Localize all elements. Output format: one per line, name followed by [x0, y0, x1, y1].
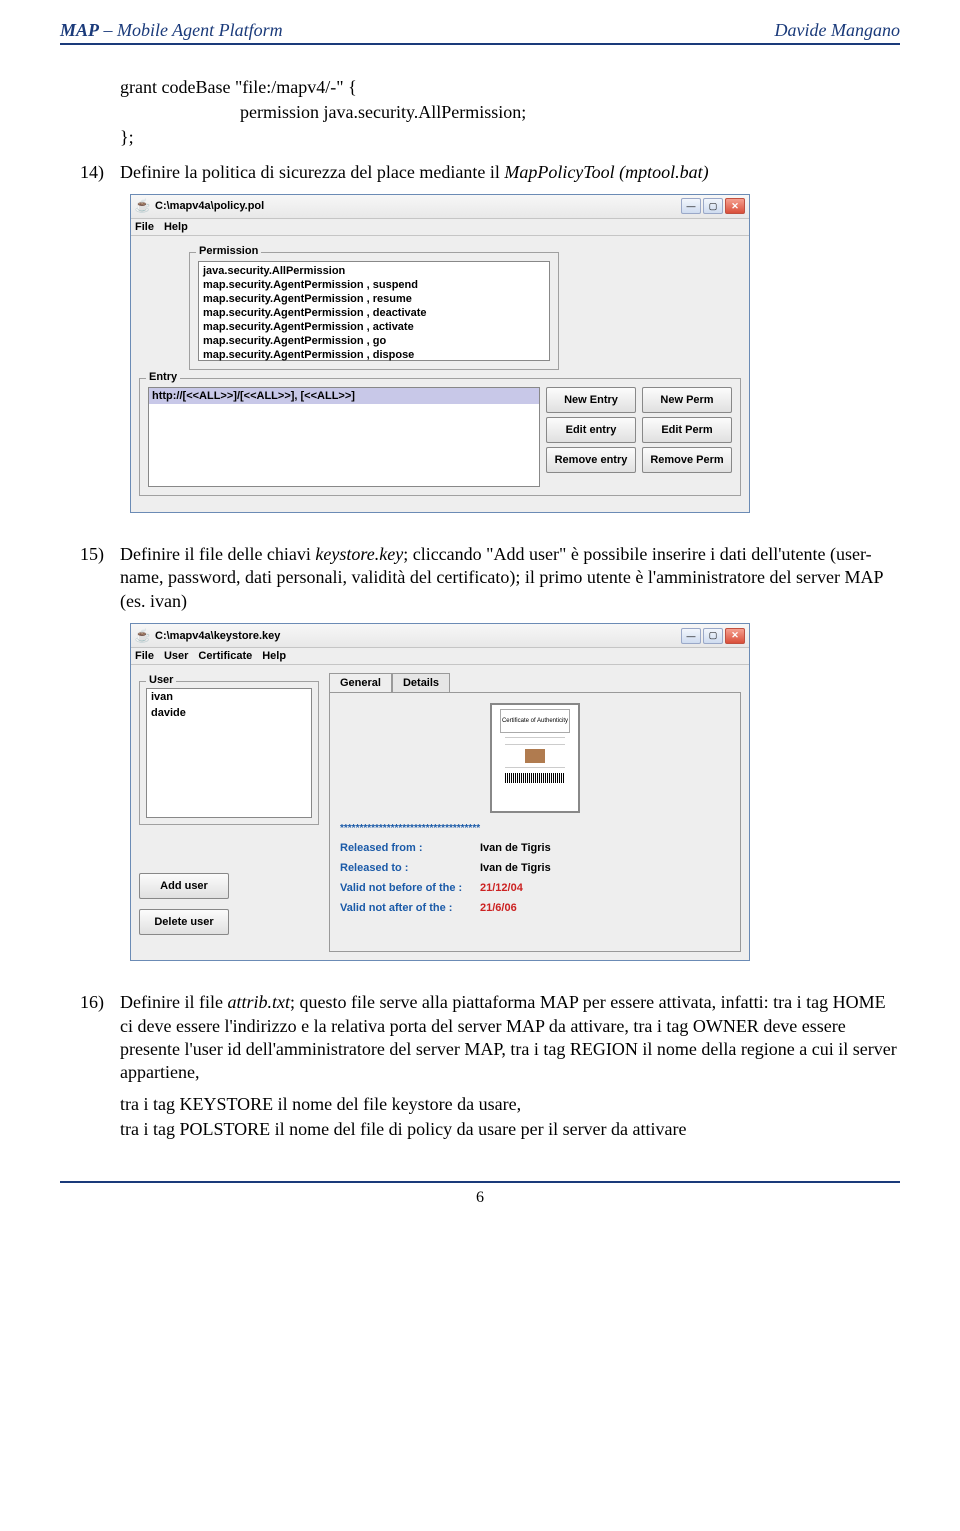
window-controls: — ▢ ✕ [681, 198, 745, 214]
new-entry-button[interactable]: New Entry [546, 387, 636, 413]
keystore-window: ☕ C:\mapv4a\keystore.key — ▢ ✕ File User… [130, 623, 750, 961]
tab-general[interactable]: General [329, 673, 392, 692]
permission-row[interactable]: map.security.AgentPermission , suspend [201, 278, 547, 292]
entry-row[interactable]: http://[<<ALL>>]/[<<ALL>>], [<<ALL>>] [149, 388, 539, 404]
window-body: Permission java.security.AllPermission m… [131, 236, 749, 512]
info-value: 21/6/06 [480, 902, 517, 914]
info-value: Ivan de Tigris [480, 842, 551, 854]
code-line: }; [120, 125, 900, 150]
item-16: 16) Definire il file attrib.txt; questo … [80, 991, 900, 1085]
delete-user-button[interactable]: Delete user [139, 909, 229, 935]
permission-fieldset: Permission java.security.AllPermission m… [189, 252, 559, 370]
menu-certificate[interactable]: Certificate [198, 650, 252, 662]
maximize-button[interactable]: ▢ [703, 628, 723, 644]
barcode-icon [505, 773, 565, 783]
window-controls: — ▢ ✕ [681, 628, 745, 644]
info-row: Valid not after of the : 21/6/06 [340, 902, 730, 914]
user-label: User [146, 674, 176, 686]
window-titlebar: ☕ C:\mapv4a\keystore.key — ▢ ✕ [131, 624, 749, 648]
permission-label: Permission [196, 245, 261, 257]
new-perm-button[interactable]: New Perm [642, 387, 732, 413]
item-number: 14) [80, 161, 120, 184]
permission-row[interactable]: map.security.AgentPermission , dispose [201, 348, 547, 362]
minimize-button[interactable]: — [681, 198, 701, 214]
item-text: Definire il file attrib.txt; questo file… [120, 991, 900, 1085]
window-body: User ivan davide Add user Delete user Ge… [131, 665, 749, 960]
header-author: Davide Mangano [775, 20, 900, 41]
separator-stars: ************************************ [340, 823, 730, 834]
window-title: C:\mapv4a\policy.pol [155, 200, 681, 212]
header-title-bold: MAP [60, 20, 99, 40]
permission-listbox[interactable]: java.security.AllPermission map.security… [198, 261, 550, 361]
remove-perm-button[interactable]: Remove Perm [642, 447, 732, 473]
info-label: Valid not after of the : [340, 902, 480, 914]
menubar: File Help [131, 219, 749, 236]
cert-seal-icon [525, 749, 545, 763]
java-icon: ☕ [135, 198, 151, 214]
user-listbox[interactable]: ivan davide [146, 688, 312, 818]
info-row: Released to : Ivan de Tigris [340, 862, 730, 874]
header-title-rest: – Mobile Agent Platform [99, 20, 283, 40]
info-row: Released from : Ivan de Tigris [340, 842, 730, 854]
menu-user[interactable]: User [164, 650, 188, 662]
edit-perm-button[interactable]: Edit Perm [642, 417, 732, 443]
close-button[interactable]: ✕ [725, 628, 745, 644]
permission-row[interactable]: map.security.AgentPermission , deactivat… [201, 306, 547, 320]
page-footer: 6 [60, 1181, 900, 1207]
tab-strip: General Details [329, 673, 741, 692]
info-label: Released from : [340, 842, 480, 854]
page-header: MAP – Mobile Agent Platform Davide Manga… [60, 20, 900, 45]
info-row: Valid not before of the : 21/12/04 [340, 882, 730, 894]
info-value: 21/12/04 [480, 882, 523, 894]
item-number: 16) [80, 991, 120, 1085]
item-14: 14) Definire la politica di sicurezza de… [80, 161, 900, 184]
window-titlebar: ☕ C:\mapv4a\policy.pol — ▢ ✕ [131, 195, 749, 219]
remove-entry-button[interactable]: Remove entry [546, 447, 636, 473]
edit-entry-button[interactable]: Edit entry [546, 417, 636, 443]
left-panel: User ivan davide Add user Delete user [139, 673, 319, 952]
permission-row[interactable]: java.security.AllPermission [201, 264, 547, 278]
tab-details[interactable]: Details [392, 673, 450, 692]
user-fieldset: User ivan davide [139, 681, 319, 825]
right-panel: General Details Certificate of Authentic… [329, 673, 741, 952]
code-line: permission java.security.AllPermission; [240, 100, 900, 125]
item-number: 15) [80, 543, 120, 613]
code-line: grant codeBase "file:/mapv4/-" { [120, 75, 900, 100]
java-icon: ☕ [135, 628, 151, 644]
certificate-image: Certificate of Authenticity [490, 703, 580, 813]
menubar: File User Certificate Help [131, 648, 749, 665]
cert-title: Certificate of Authenticity [500, 709, 570, 733]
add-user-button[interactable]: Add user [139, 873, 229, 899]
info-label: Valid not before of the : [340, 882, 480, 894]
user-row[interactable]: davide [147, 705, 311, 721]
entry-label: Entry [146, 371, 180, 383]
item-text: Definire il file delle chiavi keystore.k… [120, 543, 900, 613]
tab-panel: Certificate of Authenticity ************… [329, 692, 741, 952]
maximize-button[interactable]: ▢ [703, 198, 723, 214]
menu-file[interactable]: File [135, 221, 154, 233]
window-title: C:\mapv4a\keystore.key [155, 630, 681, 642]
permission-row[interactable]: map.security.AgentPermission , activate [201, 320, 547, 334]
entry-fieldset: Entry http://[<<ALL>>]/[<<ALL>>], [<<ALL… [139, 378, 741, 496]
code-block: grant codeBase "file:/mapv4/-" { permiss… [120, 75, 900, 151]
menu-file[interactable]: File [135, 650, 154, 662]
entry-listbox[interactable]: http://[<<ALL>>]/[<<ALL>>], [<<ALL>>] [148, 387, 540, 487]
page-number: 6 [476, 1189, 484, 1206]
menu-help[interactable]: Help [262, 650, 286, 662]
permission-row[interactable]: map.security.AgentPermission , resume [201, 292, 547, 306]
body-line: tra i tag POLSTORE il nome del file di p… [120, 1118, 900, 1141]
minimize-button[interactable]: — [681, 628, 701, 644]
item-text: Definire la politica di sicurezza del pl… [120, 161, 900, 184]
menu-help[interactable]: Help [164, 221, 188, 233]
item-15: 15) Definire il file delle chiavi keysto… [80, 543, 900, 613]
info-label: Released to : [340, 862, 480, 874]
permission-row[interactable]: map.security.AgentPermission , go [201, 334, 547, 348]
info-value: Ivan de Tigris [480, 862, 551, 874]
body-line: tra i tag KEYSTORE il nome del file keys… [120, 1093, 900, 1116]
close-button[interactable]: ✕ [725, 198, 745, 214]
policy-window: ☕ C:\mapv4a\policy.pol — ▢ ✕ File Help P… [130, 194, 750, 513]
user-row[interactable]: ivan [147, 689, 311, 705]
header-left: MAP – Mobile Agent Platform [60, 20, 283, 41]
